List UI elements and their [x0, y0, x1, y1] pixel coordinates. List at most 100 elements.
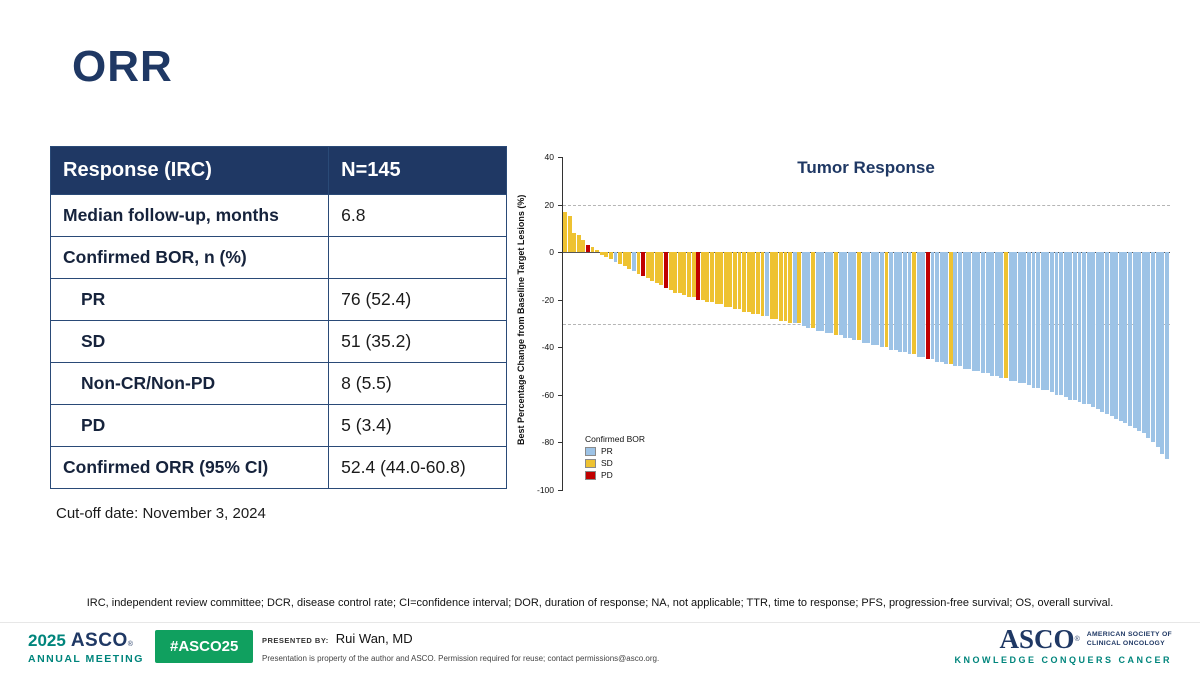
row-label: PR — [49, 278, 330, 321]
y-tick-mark — [558, 347, 563, 349]
bar-slot — [806, 157, 811, 490]
bar-slot — [627, 157, 632, 490]
waterfall-bar — [650, 252, 655, 281]
bar-slot — [719, 157, 724, 490]
waterfall-bar — [801, 252, 806, 326]
waterfall-bar — [1049, 252, 1054, 393]
bar-slot — [824, 157, 830, 490]
footer-bar: 2025 ASCO ® ANNUAL MEETING #ASCO25 PRESE… — [0, 622, 1200, 675]
waterfall-bar — [958, 252, 962, 367]
bar-slot — [664, 157, 669, 490]
bar-slot — [797, 157, 802, 490]
row-value: 6.8 — [328, 194, 507, 237]
waterfall-bar — [916, 252, 921, 357]
waterfall-bar — [664, 252, 668, 288]
legend-item-pr: PR — [585, 446, 645, 456]
bar-slot — [1077, 157, 1083, 490]
table-row: PD 5 (3.4) — [49, 404, 507, 447]
waterfall-bar — [1004, 252, 1008, 379]
bar-slot — [902, 157, 908, 490]
bar-slot — [1164, 157, 1170, 490]
bar-slot — [976, 157, 981, 490]
waterfall-bar — [861, 252, 866, 343]
waterfall-bar — [1031, 252, 1036, 388]
bar-slot — [1128, 157, 1133, 490]
waterfall-bar — [728, 252, 733, 307]
bar-slot — [971, 157, 977, 490]
y-tick-mark — [558, 442, 563, 444]
bar-slot — [916, 157, 922, 490]
bar-slot — [1118, 157, 1124, 490]
waterfall-bar — [590, 247, 595, 253]
waterfall-bar — [700, 252, 705, 300]
bar-slot — [834, 157, 839, 490]
bar-slot — [994, 157, 1000, 490]
bar-slot — [636, 157, 642, 490]
waterfall-bar — [930, 252, 935, 360]
reference-line — [563, 204, 1170, 206]
row-label: SD — [49, 320, 330, 363]
waterfall-bar — [705, 252, 710, 303]
bar-slot — [608, 157, 614, 490]
waterfall-bar — [576, 235, 581, 253]
bar-slot — [801, 157, 807, 490]
waterfall-bar — [953, 252, 958, 367]
bar-slot — [981, 157, 986, 490]
bar-slot — [1160, 157, 1165, 490]
bar-slot — [595, 157, 600, 490]
asco-logo-row: ASCO ® AMERICAN SOCIETY OF CLINICAL ONCO… — [1000, 626, 1172, 653]
legend-item-sd: SD — [585, 458, 645, 468]
row-value: 52.4 (44.0-60.8) — [328, 446, 507, 489]
presented-by-block: PRESENTED BY: Rui Wan, MD — [262, 631, 413, 646]
registered-mark-icon: ® — [1074, 636, 1080, 643]
waterfall-bar — [1040, 252, 1045, 391]
bar-slot — [1132, 157, 1138, 490]
legend-item-pd: PD — [585, 470, 645, 480]
waterfall-bar — [912, 252, 917, 355]
bar-slot — [861, 157, 867, 490]
bar-slot — [572, 157, 577, 490]
bar-slot — [590, 157, 596, 490]
bar-slot — [1137, 157, 1142, 490]
waterfall-bar — [687, 252, 691, 298]
bar-slot — [1004, 157, 1009, 490]
bar-slot — [852, 157, 857, 490]
legend-label: SD — [601, 458, 613, 468]
waterfall-bar — [1036, 252, 1041, 388]
bar-slot — [769, 157, 775, 490]
waterfall-bar — [811, 252, 815, 329]
bar-slot — [728, 157, 733, 490]
bar-slot — [682, 157, 687, 490]
waterfall-bar — [627, 252, 632, 269]
waterfall-bar — [778, 252, 783, 322]
waterfall-bar — [760, 252, 765, 317]
bar-slot — [1068, 157, 1073, 490]
bar-slot — [710, 157, 715, 490]
waterfall-bar — [1063, 252, 1068, 398]
waterfall-bar — [1151, 252, 1155, 443]
waterfall-bar — [944, 252, 949, 364]
bar-slot — [1091, 157, 1096, 490]
waterfall-bar — [719, 252, 724, 305]
waterfall-bar — [622, 252, 627, 267]
y-tick-label: -20 — [541, 294, 554, 305]
bar-slot — [990, 157, 995, 490]
waterfall-bar — [1045, 252, 1050, 391]
waterfall-bar — [1072, 252, 1077, 400]
waterfall-bar — [1105, 252, 1109, 414]
bar-slot — [843, 157, 848, 490]
waterfall-bar — [581, 240, 586, 253]
bar-slot — [613, 157, 619, 490]
y-tick-label: -100 — [536, 485, 554, 495]
response-table: Response (IRC) N=145 Median follow-up, mon… — [49, 146, 507, 489]
waterfall-bar — [971, 252, 976, 372]
bar-slot — [631, 157, 637, 490]
waterfall-bar — [742, 252, 747, 312]
bar-slot — [696, 157, 701, 490]
bar-slot — [1063, 157, 1069, 490]
tumor-response-chart: Tumor Response Best Percentage Change fr… — [512, 150, 1176, 496]
waterfall-bar — [1114, 252, 1119, 419]
waterfall-bar — [1086, 252, 1091, 405]
legend-title: Confirmed BOR — [585, 434, 645, 444]
asco-org-line2: CLINICAL ONCOLOGY — [1086, 639, 1165, 647]
